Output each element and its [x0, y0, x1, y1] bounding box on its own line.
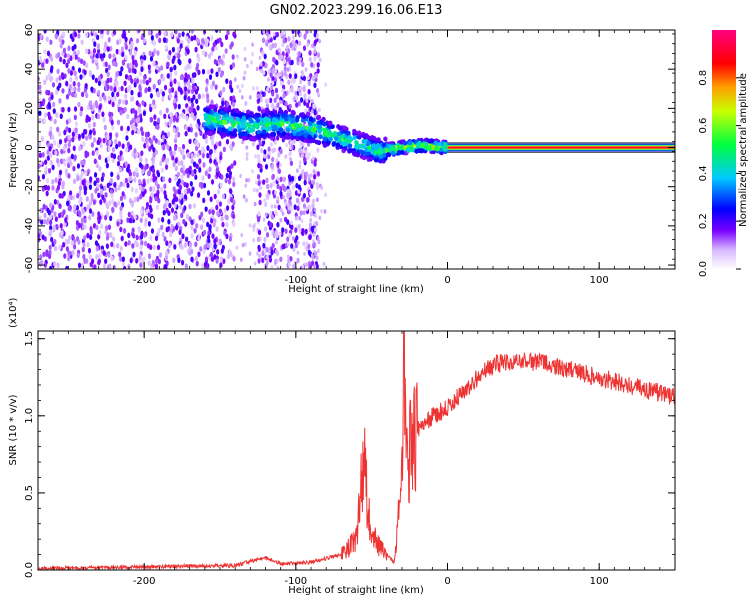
- colorbar: 0.0 0.2 0.4 0.6 0.8 Normalized spectral ampl…: [698, 30, 749, 277]
- spectrogram-cells: [38, 30, 675, 269]
- x-tick-label: 0: [444, 275, 450, 286]
- spectrogram-y-ticks: -60 -40 -20 0 20 40 60: [24, 24, 675, 273]
- y-tick-label: -60: [24, 257, 35, 273]
- x-tick-label: -200: [133, 275, 156, 286]
- x-tick-label: -100: [284, 576, 307, 587]
- x-tick-label: 100: [590, 576, 609, 587]
- colorbar-label: Normalized spectral amplitude: [738, 73, 749, 227]
- y-tick-label: -20: [24, 179, 35, 195]
- y-tick-label: 60: [24, 24, 35, 37]
- y-tick-label: 0.0: [24, 562, 35, 578]
- colorbar-tick-label: 0.6: [698, 118, 709, 134]
- snr-y-label: SNR (10 * v/v): [8, 394, 19, 465]
- y-tick-label: -40: [24, 218, 35, 234]
- spectrogram-x-ticks: -200 -100 0 100: [37, 30, 676, 286]
- x-tick-label: -100: [284, 275, 307, 286]
- x-tick-label: 0: [444, 576, 450, 587]
- colorbar-gradient: [712, 30, 736, 269]
- y-tick-label: 0: [24, 144, 35, 150]
- colorbar-ticks: 0.0 0.2 0.4 0.6 0.8: [698, 70, 741, 277]
- figure-title: GN02.2023.299.16.06.E13: [270, 3, 443, 18]
- y-tick-label: 20: [24, 102, 35, 115]
- snr-y-ticks: 0.0 0.5 1.0 1.5: [24, 331, 675, 578]
- y-tick-label: 1.0: [24, 408, 35, 424]
- y-tick-label: 1.5: [24, 331, 35, 347]
- x-tick-label: 100: [590, 275, 609, 286]
- y-tick-label: 0.5: [24, 485, 35, 501]
- snr-x-ticks: -200 -100 0 100: [37, 331, 676, 587]
- spectrogram-x-label: Height of straight line (km): [288, 284, 424, 295]
- snr-exponent-label: (x10⁴): [8, 297, 19, 328]
- colorbar-tick-label: 0.8: [698, 70, 709, 86]
- colorbar-tick-label: 0.0: [698, 261, 709, 277]
- colorbar-tick-label: 0.2: [698, 213, 709, 229]
- y-tick-label: 40: [24, 63, 35, 76]
- x-tick-label: -200: [133, 576, 156, 587]
- spectrogram-y-label: Frequency (Hz): [8, 112, 19, 188]
- snr-panel: -200 -100 0 100 0.0 0.5 1.0 1.5 Height of stra…: [8, 297, 676, 596]
- colorbar-tick-label: 0.4: [698, 165, 709, 181]
- snr-x-label: Height of straight line (km): [288, 585, 424, 596]
